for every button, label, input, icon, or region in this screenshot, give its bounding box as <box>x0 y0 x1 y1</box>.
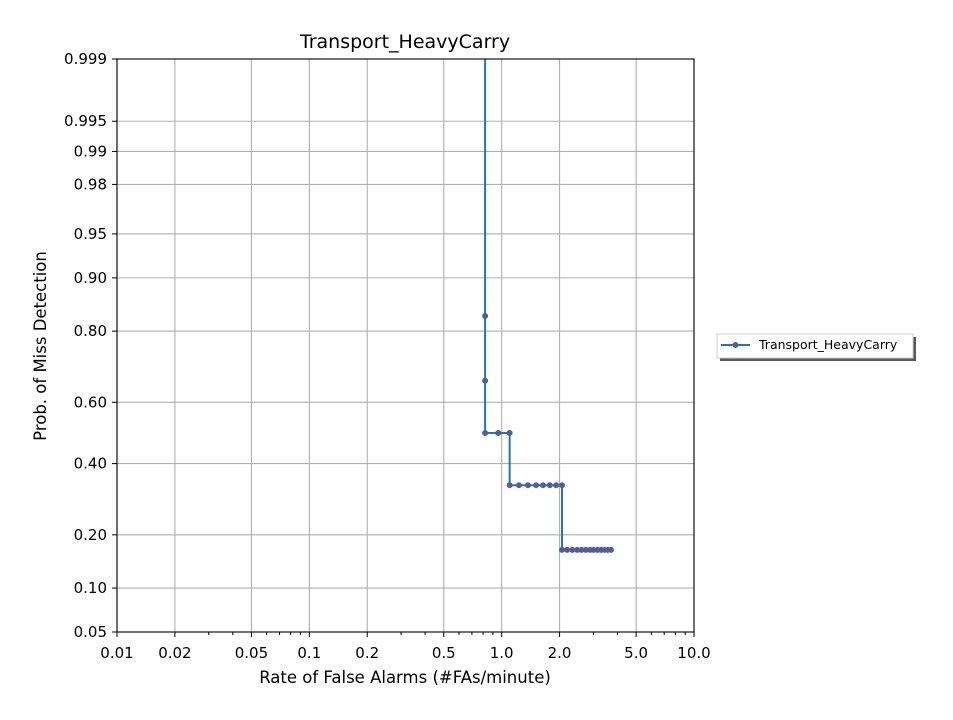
axis-ticks: 0.01 0.02 0.05 0.1 0.2 0.5 1.0 2.0 5.0 10.0 0.05 0.… <box>64 50 711 662</box>
y-tick-label: 0.995 <box>64 112 107 130</box>
legend-marker-swatch <box>732 341 739 348</box>
data-point <box>553 482 560 489</box>
data-point <box>559 482 566 489</box>
x-tick-label: 0.1 <box>297 644 321 662</box>
y-tick-label: 0.40 <box>74 455 107 473</box>
y-tick-label: 0.05 <box>74 623 107 641</box>
x-tick-label: 0.02 <box>158 644 191 662</box>
x-axis-label: Rate of False Alarms (#FAs/minute) <box>259 668 551 687</box>
series-layer <box>482 59 614 553</box>
x-tick-label: 2.0 <box>548 644 572 662</box>
y-tick-label: 0.80 <box>74 322 107 340</box>
x-tick-label: 10.0 <box>677 644 710 662</box>
y-tick-label: 0.20 <box>74 526 107 544</box>
data-point <box>539 482 546 489</box>
y-tick-label: 0.99 <box>74 142 107 160</box>
y-tick-label: 0.95 <box>74 225 107 243</box>
data-point <box>533 482 540 489</box>
legend: Transport_HeavyCarry <box>716 333 916 361</box>
grid-lines <box>116 58 695 633</box>
data-point <box>482 429 489 436</box>
plot-frame <box>116 58 695 633</box>
y-tick-label: 0.98 <box>74 175 107 193</box>
series-line <box>484 59 611 551</box>
data-point <box>607 546 614 553</box>
data-point <box>515 482 522 489</box>
data-point <box>495 429 502 436</box>
data-point <box>559 546 566 553</box>
x-tick-label: 1.0 <box>490 644 514 662</box>
x-tick-label: 0.5 <box>432 644 456 662</box>
y-tick-label: 0.60 <box>74 393 107 411</box>
data-point <box>482 313 489 320</box>
data-point <box>569 546 576 553</box>
y-axis-label: Prob. of Miss Detection <box>31 251 50 441</box>
data-point <box>546 482 553 489</box>
legend-label: Transport_HeavyCarry <box>758 337 898 352</box>
x-tick-label: 5.0 <box>624 644 648 662</box>
data-point <box>564 546 571 553</box>
x-tick-label: 0.2 <box>355 644 379 662</box>
data-point <box>506 429 513 436</box>
data-point <box>506 482 513 489</box>
x-tick-label: 0.05 <box>235 644 268 662</box>
x-tick-label: 0.01 <box>100 644 133 662</box>
chart-title: Transport_HeavyCarry <box>299 31 510 53</box>
y-tick-label: 0.999 <box>64 50 107 68</box>
y-tick-label: 0.90 <box>74 269 107 287</box>
data-point <box>524 482 531 489</box>
y-tick-label: 0.10 <box>74 579 107 597</box>
data-point <box>482 377 489 384</box>
